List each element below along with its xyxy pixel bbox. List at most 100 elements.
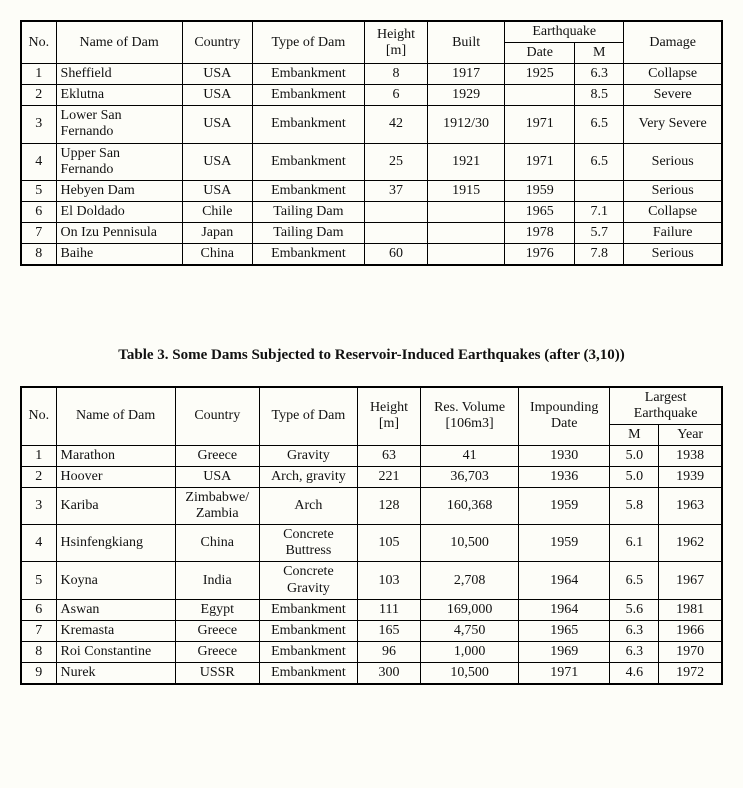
cell-country: India <box>175 562 259 599</box>
col-name: Name of Dam <box>56 387 175 446</box>
cell-no: 1 <box>21 445 56 466</box>
cell-height: 103 <box>357 562 420 599</box>
table-row: 8Roi ConstantineGreeceEmbankment961,0001… <box>21 641 722 662</box>
col-m: M <box>575 43 624 64</box>
cell-no: 7 <box>21 620 56 641</box>
cell-no: 4 <box>21 525 56 562</box>
cell-built <box>428 244 505 266</box>
cell-m: 6.1 <box>610 525 659 562</box>
col-impound: Impounding Date <box>519 387 610 446</box>
cell-type: Tailing Dam <box>252 201 364 222</box>
table2-body: 1MarathonGreeceGravity634119305.019382Ho… <box>21 445 722 684</box>
cell-type: Tailing Dam <box>252 222 364 243</box>
cell-year: 1972 <box>659 662 722 684</box>
table-row: 2EklutnaUSAEmbankment619298.5Severe <box>21 85 722 106</box>
cell-type: Concrete Buttress <box>259 525 357 562</box>
table-row: 1SheffieldUSAEmbankment8191719256.3Colla… <box>21 64 722 85</box>
col-earthquake: Earthquake <box>505 21 624 43</box>
cell-height: 42 <box>364 106 427 143</box>
col-country: Country <box>182 21 252 64</box>
cell-vol: 160,368 <box>421 488 519 525</box>
cell-type: Embankment <box>259 641 357 662</box>
cell-date: 1925 <box>505 64 575 85</box>
cell-height <box>364 201 427 222</box>
cell-country: Greece <box>175 620 259 641</box>
cell-name: Hsinfengkiang <box>56 525 175 562</box>
cell-type: Arch <box>259 488 357 525</box>
cell-impound: 1964 <box>519 599 610 620</box>
cell-name: Aswan <box>56 599 175 620</box>
table2-head: No. Name of Dam Country Type of Dam Heig… <box>21 387 722 446</box>
cell-m: 4.6 <box>610 662 659 684</box>
cell-date: 1971 <box>505 143 575 180</box>
cell-damage: Severe <box>624 85 722 106</box>
cell-country: USA <box>175 467 259 488</box>
col-height: Height [m] <box>364 21 427 64</box>
cell-impound: 1930 <box>519 445 610 466</box>
cell-date: 1976 <box>505 244 575 266</box>
table-row: 6El DoldadoChileTailing Dam19657.1Collap… <box>21 201 722 222</box>
cell-name: Baihe <box>56 244 182 266</box>
col-no: No. <box>21 387 56 446</box>
table-row: 1MarathonGreeceGravity634119305.01938 <box>21 445 722 466</box>
cell-country: China <box>182 244 252 266</box>
cell-height: 25 <box>364 143 427 180</box>
cell-country: Egypt <box>175 599 259 620</box>
cell-no: 9 <box>21 662 56 684</box>
cell-vol: 1,000 <box>421 641 519 662</box>
cell-built <box>428 201 505 222</box>
table-row: 4HsinfengkiangChinaConcrete Buttress1051… <box>21 525 722 562</box>
cell-no: 8 <box>21 641 56 662</box>
cell-m: 5.7 <box>575 222 624 243</box>
cell-name: On Izu Pennisula <box>56 222 182 243</box>
cell-height: 8 <box>364 64 427 85</box>
cell-country: USA <box>182 143 252 180</box>
col-largest: Largest Earthquake <box>610 387 722 425</box>
cell-no: 5 <box>21 180 56 201</box>
cell-height: 63 <box>357 445 420 466</box>
cell-damage: Very Severe <box>624 106 722 143</box>
table-row: 9NurekUSSREmbankment30010,50019714.61972 <box>21 662 722 684</box>
cell-no: 7 <box>21 222 56 243</box>
dams-damage-table: No. Name of Dam Country Type of Dam Heig… <box>20 20 723 266</box>
cell-year: 1938 <box>659 445 722 466</box>
cell-no: 1 <box>21 64 56 85</box>
cell-damage: Collapse <box>624 201 722 222</box>
table-row: 5Hebyen DamUSAEmbankment3719151959Seriou… <box>21 180 722 201</box>
cell-type: Embankment <box>259 599 357 620</box>
cell-damage: Collapse <box>624 64 722 85</box>
cell-no: 3 <box>21 106 56 143</box>
table3-caption: Table 3. Some Dams Subjected to Reservoi… <box>90 346 652 366</box>
cell-height: 6 <box>364 85 427 106</box>
cell-built: 1915 <box>428 180 505 201</box>
cell-impound: 1936 <box>519 467 610 488</box>
cell-name: Kariba <box>56 488 175 525</box>
table-row: 7On Izu PennisulaJapanTailing Dam19785.7… <box>21 222 722 243</box>
cell-m: 5.0 <box>610 445 659 466</box>
col-built: Built <box>428 21 505 64</box>
cell-name: Koyna <box>56 562 175 599</box>
col-type: Type of Dam <box>252 21 364 64</box>
col-height: Height [m] <box>357 387 420 446</box>
table-row: 4Upper San FernandoUSAEmbankment25192119… <box>21 143 722 180</box>
cell-height: 300 <box>357 662 420 684</box>
col-date: Date <box>505 43 575 64</box>
table1-head: No. Name of Dam Country Type of Dam Heig… <box>21 21 722 64</box>
cell-damage: Serious <box>624 180 722 201</box>
cell-vol: 4,750 <box>421 620 519 641</box>
cell-height: 111 <box>357 599 420 620</box>
table-row: 6AswanEgyptEmbankment111169,00019645.619… <box>21 599 722 620</box>
cell-year: 1970 <box>659 641 722 662</box>
col-year: Year <box>659 424 722 445</box>
cell-height: 128 <box>357 488 420 525</box>
col-type: Type of Dam <box>259 387 357 446</box>
cell-country: Greece <box>175 641 259 662</box>
cell-built: 1917 <box>428 64 505 85</box>
cell-height: 96 <box>357 641 420 662</box>
cell-built: 1921 <box>428 143 505 180</box>
cell-name: Upper San Fernando <box>56 143 182 180</box>
cell-impound: 1964 <box>519 562 610 599</box>
cell-country: Greece <box>175 445 259 466</box>
cell-height: 105 <box>357 525 420 562</box>
table-row: 7KremastaGreeceEmbankment1654,75019656.3… <box>21 620 722 641</box>
